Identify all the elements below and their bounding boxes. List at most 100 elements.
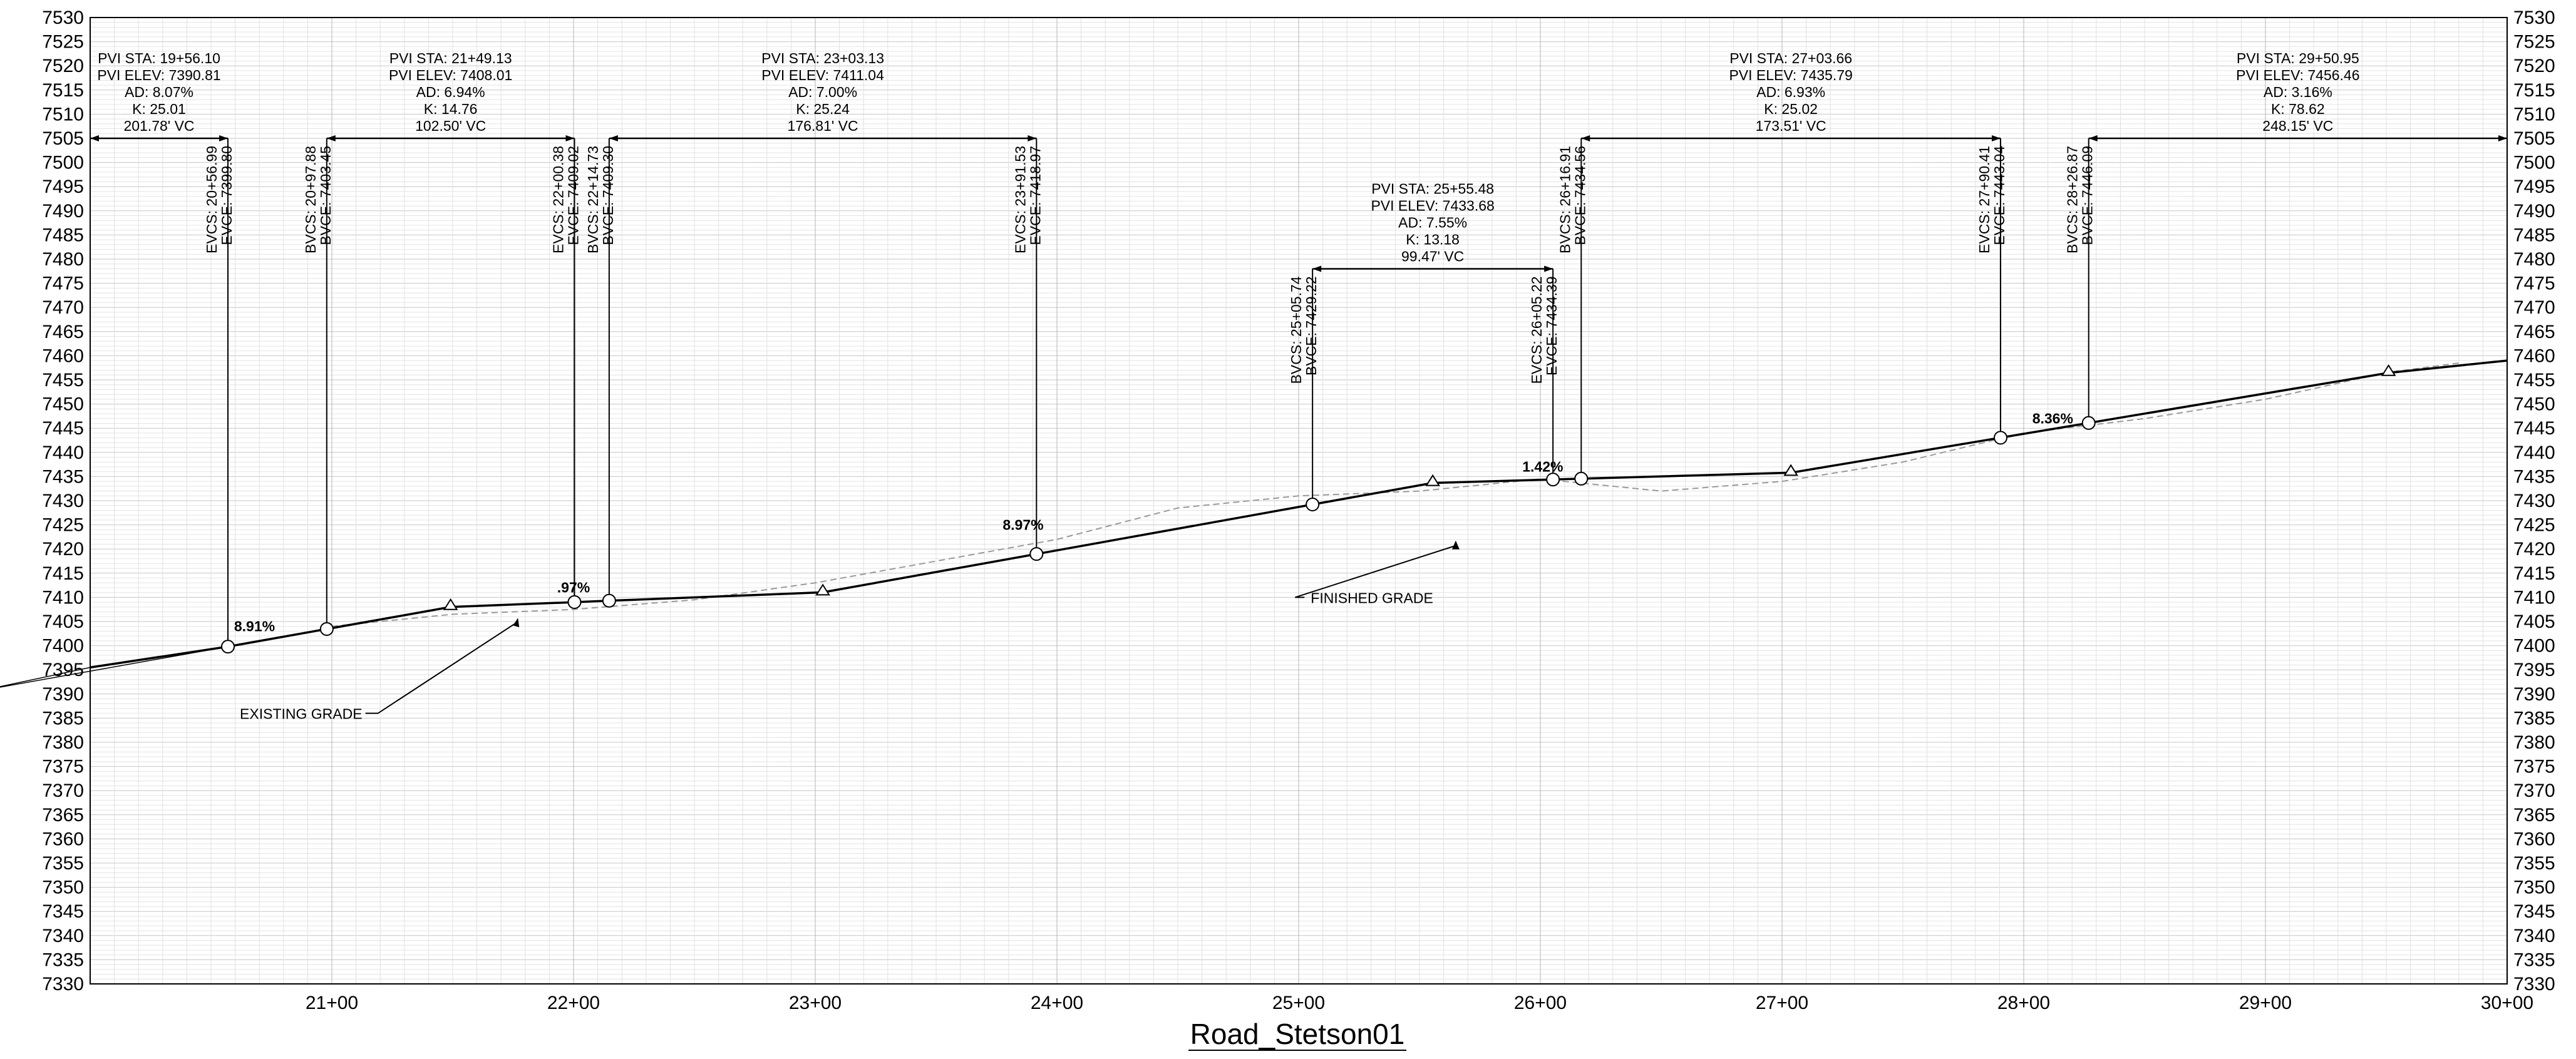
elevation-label-left: 7510: [42, 104, 84, 125]
elevation-label-right: 7385: [2513, 708, 2555, 729]
elevation-label-left: 7480: [42, 249, 84, 270]
station-label: 24+00: [1031, 993, 1083, 1013]
elevation-label-right: 7410: [2513, 587, 2555, 608]
grade-percent-label: .97%: [557, 580, 590, 596]
elevation-label-right: 7415: [2513, 563, 2555, 584]
bvc-evc-circle-mark: [319, 622, 334, 636]
pvi-info-line: AD: 7.55%: [1398, 214, 1467, 230]
bvc-evc-circle-mark: [1306, 498, 1320, 512]
elevation-label-right: 7395: [2513, 660, 2555, 680]
pvi-info-line: PVI STA: 25+55.48: [1371, 180, 1494, 197]
elevation-label-left: 7345: [42, 901, 84, 922]
pvi-info-line: K: 25.01: [132, 101, 186, 117]
pvi-triangle-mark: [2381, 364, 2396, 376]
bvc-label: BVCS: 25+05.74: [1288, 276, 1304, 384]
evc-label: EVCE: 7418.97: [1027, 146, 1043, 245]
pvi-info-line: PVI STA: 19+56.10: [98, 50, 220, 66]
bvc-label: BVCE: 7429.22: [1303, 276, 1319, 376]
bvc-evc-circle-mark: [602, 593, 616, 608]
station-label: 30+00: [2481, 993, 2533, 1013]
elevation-label-right: 7505: [2513, 128, 2555, 149]
bvc-label: BVCE: 7446.09: [2079, 146, 2096, 245]
bvc-label: BVCS: 28+26.87: [2064, 146, 2081, 253]
bvc-evc-circle-mark: [567, 595, 582, 609]
elevation-label-left: 7460: [42, 345, 84, 366]
elevation-label-left: 7355: [42, 853, 84, 874]
grade-percent-label: 1.42%: [1522, 459, 1563, 475]
pvi-info-line: 176.81' VC: [788, 118, 858, 134]
pvi-info-line: K: 13.18: [1406, 231, 1460, 247]
pvi-info-line: 173.51' VC: [1756, 118, 1826, 134]
elevation-label-left: 7340: [42, 926, 84, 946]
finished-grade-leader: [1294, 545, 1456, 598]
elevation-label-right: 7520: [2513, 56, 2555, 76]
bvc-evc-circle-mark: [1574, 471, 1589, 486]
pvi-info-line: 248.15' VC: [2262, 118, 2333, 134]
elevation-label-left: 7420: [42, 539, 84, 560]
evc-label: EVCS: 20+56.99: [204, 146, 220, 253]
bvc-evc-circle-mark: [2081, 416, 2096, 430]
elevation-label-right: 7480: [2513, 249, 2555, 270]
bvc-label: BVCS: 22+14.73: [585, 146, 601, 253]
pvi-info-line: PVI ELEV: 7435.79: [1729, 67, 1852, 83]
labels-layer: 8.91% .97% 8.97% 1.42% 8.36% FINISHED GRADE EX…: [234, 410, 2073, 722]
elevation-label-right: 7330: [2513, 974, 2555, 995]
evc-label: EVCS: 27+90.41: [1976, 146, 1992, 253]
arrowhead: [2498, 135, 2507, 141]
elevation-label-right: 7465: [2513, 322, 2555, 342]
arrowhead: [1544, 265, 1553, 272]
elevation-label-left: 7465: [42, 322, 84, 342]
arrowhead: [609, 135, 618, 141]
pvi-info-line: AD: 7.00%: [788, 84, 857, 100]
tangent-line: [0, 360, 2508, 688]
elevation-label-left: 7350: [42, 877, 84, 898]
elevation-label-left: 7425: [42, 515, 84, 536]
profile-title: Road_Stetson01: [1190, 1018, 1405, 1050]
plot-frame: [90, 17, 2508, 985]
elevation-label-right: 7485: [2513, 225, 2555, 245]
bvc-evc-circle-mark: [220, 640, 235, 654]
arrowhead: [565, 135, 575, 141]
elevation-label-right: 7495: [2513, 176, 2555, 197]
arrowhead: [326, 135, 336, 141]
evc-label: EVCE: 7409.02: [565, 146, 581, 245]
elevation-label-left: 7530: [42, 8, 84, 28]
elevation-label-right: 7400: [2513, 636, 2555, 657]
grade-percent-label: 8.91%: [234, 618, 275, 634]
elevation-label-right: 7430: [2513, 491, 2555, 511]
elevation-label-left: 7410: [42, 587, 84, 608]
elevation-label-right: 7455: [2513, 370, 2555, 391]
elevation-label-left: 7440: [42, 443, 84, 463]
bvc-label: BVCS: 20+97.88: [302, 146, 319, 253]
station-label: 21+00: [306, 993, 358, 1013]
elevation-label-right: 7515: [2513, 80, 2555, 101]
bvc-evc-circle-mark: [1029, 547, 1044, 561]
pvi-info-line: AD: 3.16%: [2264, 84, 2332, 100]
elevation-label-left: 7365: [42, 805, 84, 826]
elevation-label-left: 7430: [42, 491, 84, 511]
elevation-label-right: 7525: [2513, 32, 2555, 53]
elevation-label-right: 7460: [2513, 345, 2555, 366]
evc-label: EVCS: 26+05.22: [1528, 276, 1545, 384]
elevation-label-left: 7385: [42, 708, 84, 729]
axes: 7330 7330 7335 7335 7340 7340 7345 7345 7350 7350…: [42, 8, 2555, 1013]
finished-grade-label: FINISHED GRADE: [1311, 590, 1433, 606]
elevation-label-right: 7375: [2513, 757, 2555, 777]
pvi-triangle-mark: [1425, 474, 1440, 486]
elevation-label-left: 7445: [42, 418, 84, 439]
evc-label: EVCE: 7434.39: [1543, 276, 1560, 376]
pvi-triangle-mark: [815, 583, 830, 596]
elevation-label-left: 7405: [42, 611, 84, 632]
elevation-label-right: 7450: [2513, 394, 2555, 415]
elevation-label-left: 7400: [42, 636, 84, 657]
elevation-label-left: 7390: [42, 684, 84, 705]
elevation-label-right: 7425: [2513, 515, 2555, 536]
arrowhead: [2088, 135, 2098, 141]
elevation-label-left: 7375: [42, 757, 84, 777]
station-label: 27+00: [1756, 993, 1808, 1013]
station-label: 29+00: [2239, 993, 2292, 1013]
existing-grade-leader: [365, 621, 518, 714]
elevation-label-right: 7390: [2513, 684, 2555, 705]
elevation-label-right: 7345: [2513, 901, 2555, 922]
